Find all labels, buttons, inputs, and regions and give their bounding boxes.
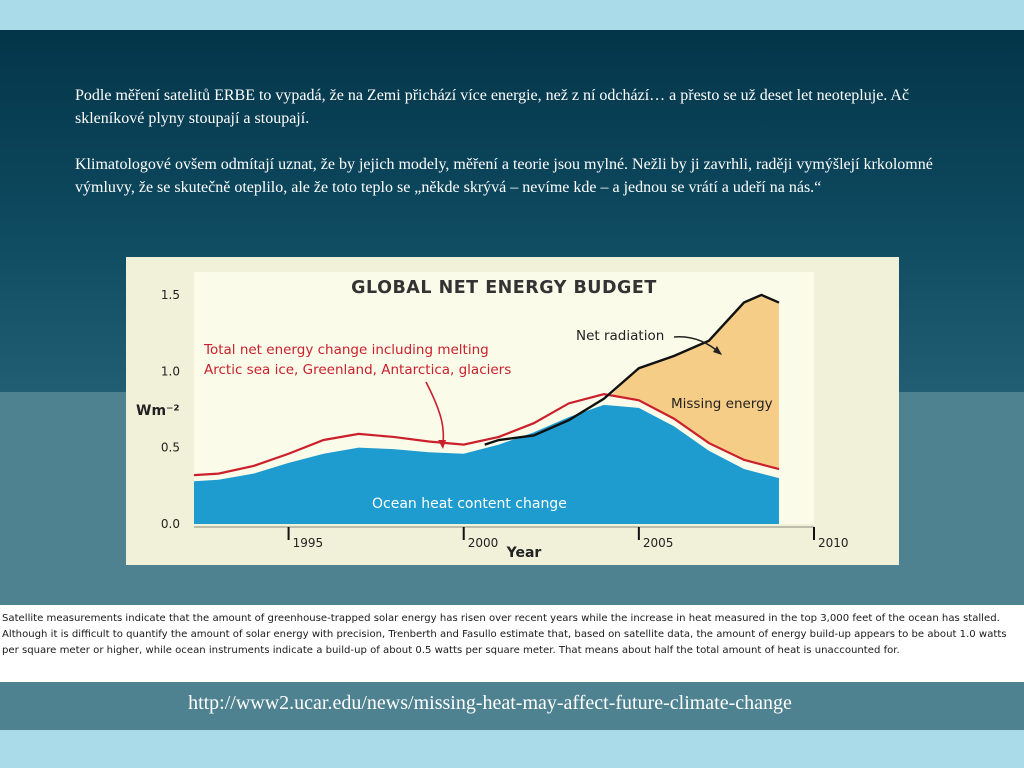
y-tick-label: 0.0 [161, 517, 180, 531]
energy-budget-chart: 0.0 0.5 1.0 1.5 1995 2000 2005 2010 GLOBAL NET E… [136, 272, 849, 561]
chart-title: GLOBAL NET ENERGY BUDGET [351, 278, 657, 298]
y-axis-label: Wm⁻² [136, 403, 180, 419]
top-band [0, 0, 1024, 30]
y-tick-label: 1.0 [161, 364, 180, 378]
chart-image: 0.0 0.5 1.0 1.5 1995 2000 2005 2010 GLOBAL NET E… [126, 257, 899, 565]
missing-energy-annotation: Missing energy [671, 396, 773, 412]
total-energy-arrowhead [438, 440, 446, 449]
y-tick-label: 0.5 [161, 441, 180, 455]
slide-body-text: Podle měření satelitů ERBE to vypadá, že… [75, 84, 955, 222]
y-tick-label: 1.5 [161, 288, 180, 302]
bottom-band [0, 730, 1024, 768]
ocean-heat-area [194, 404, 779, 524]
missing-energy-area [610, 294, 779, 470]
paragraph-2: Klimatologové ovšem odmítají uznat, že b… [75, 156, 933, 196]
caption-background [0, 605, 1024, 682]
url-band [0, 682, 1024, 730]
x-tick-label: 2000 [468, 536, 499, 550]
ocean-annotation: Ocean heat content change [372, 496, 567, 512]
x-tick-label: 2005 [643, 536, 674, 550]
net-radiation-line [484, 293, 780, 446]
total-energy-annotation-line2: Arctic sea ice, Greenland, Antarctica, g… [204, 362, 511, 378]
net-radiation-annotation: Net radiation [576, 328, 664, 344]
x-tick-label: 1995 [293, 536, 324, 550]
x-axis-label: Year [506, 545, 542, 561]
source-url[interactable]: http://www2.ucar.edu/news/missing-heat-m… [188, 692, 792, 714]
net-radiation-arrowhead [713, 346, 722, 355]
paragraph-1: Podle měření satelitů ERBE to vypadá, že… [75, 87, 910, 127]
chart-caption: Satellite measurements indicate that the… [2, 613, 1007, 656]
total-energy-line [193, 393, 780, 477]
total-energy-annotation-line1: Total net energy change including meltin… [203, 342, 489, 358]
x-tick-label: 2010 [818, 536, 849, 550]
